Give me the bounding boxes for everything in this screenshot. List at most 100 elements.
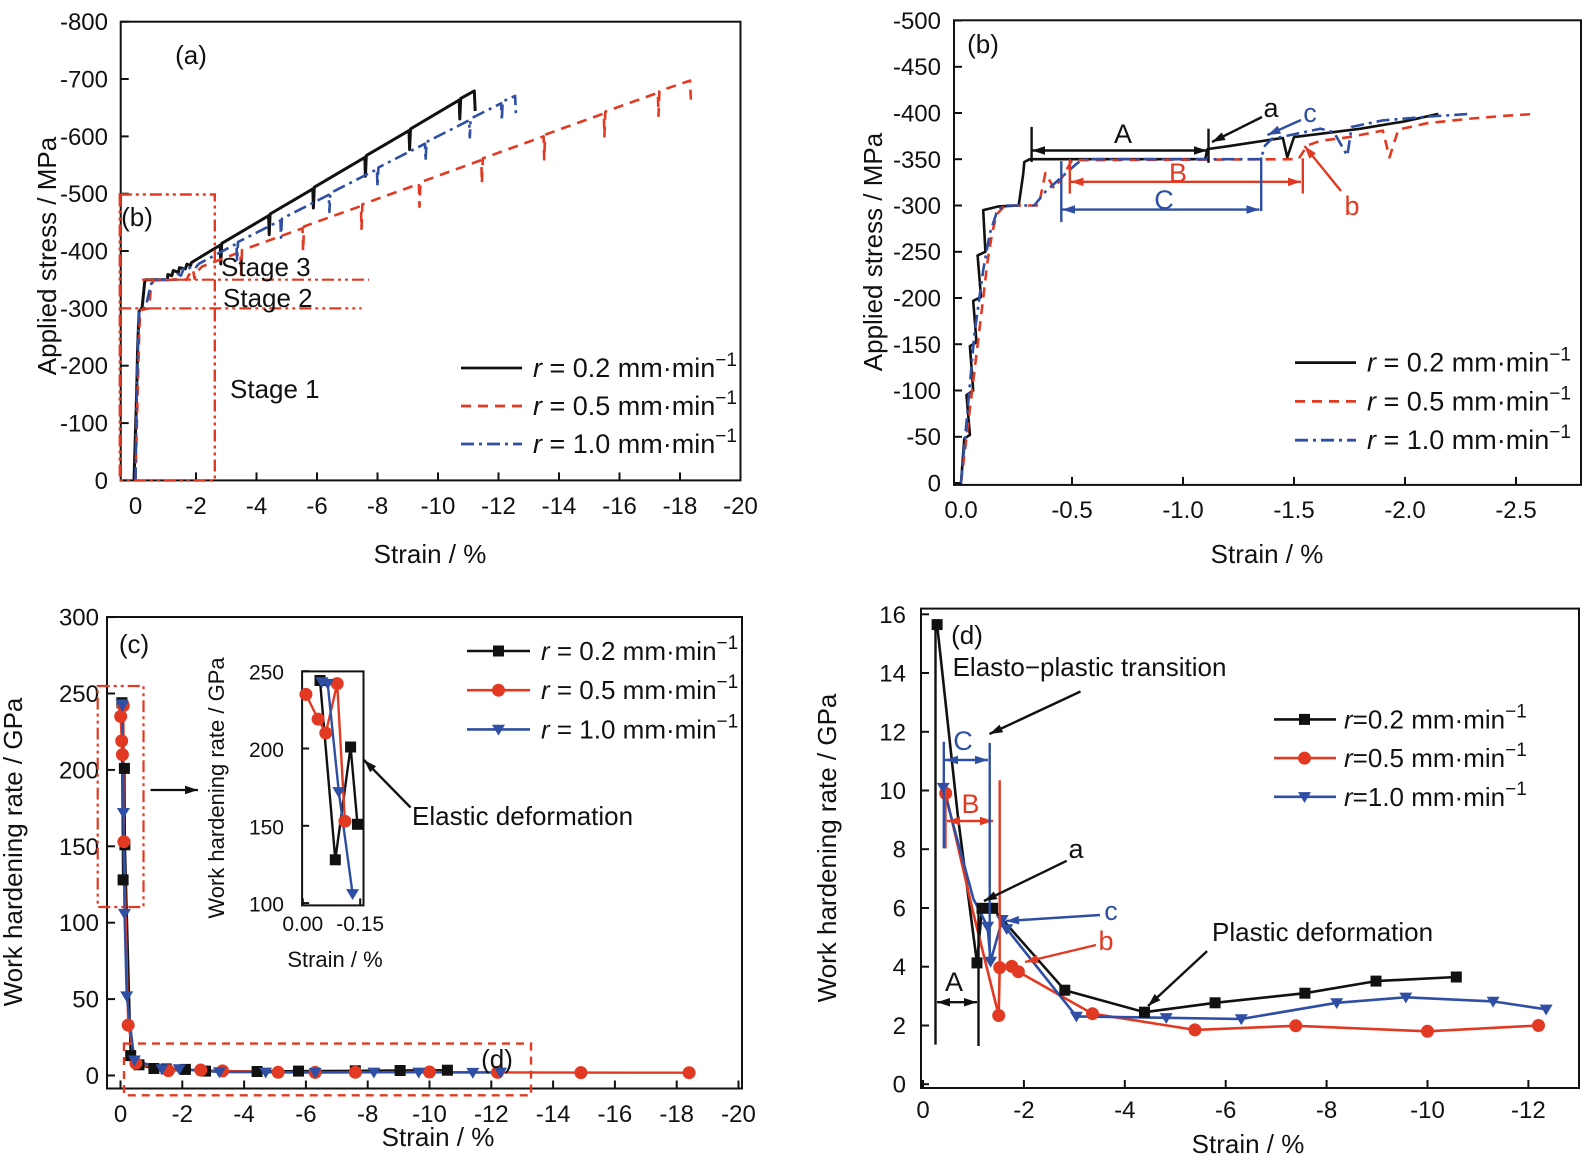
svg-text:100: 100 — [249, 894, 284, 917]
svg-text:r = 0.5 mm·min−1: r = 0.5 mm·min−1 — [533, 388, 737, 421]
svg-text:100: 100 — [59, 910, 99, 937]
svg-text:-12: -12 — [1511, 1097, 1546, 1124]
svg-text:C: C — [953, 726, 973, 756]
svg-text:-50: -50 — [906, 424, 941, 451]
svg-text:Stage 2: Stage 2 — [223, 283, 313, 313]
svg-text:Plastic deformation: Plastic deformation — [1212, 917, 1433, 947]
svg-text:-2.0: -2.0 — [1384, 497, 1425, 524]
svg-text:r = 0.5 mm·min−1: r = 0.5 mm·min−1 — [1367, 383, 1571, 416]
svg-text:-2: -2 — [172, 1101, 193, 1128]
svg-text:-6: -6 — [306, 493, 327, 520]
svg-text:r = 0.2 mm·min−1: r = 0.2 mm·min−1 — [541, 633, 738, 666]
svg-text:-12: -12 — [474, 1101, 509, 1128]
svg-text:c: c — [1303, 98, 1317, 128]
svg-text:A: A — [1114, 119, 1132, 149]
svg-text:Strain / %: Strain / % — [1211, 539, 1324, 569]
svg-text:-0.15: -0.15 — [336, 913, 384, 936]
svg-text:Strain / %: Strain / % — [374, 539, 487, 569]
svg-text:8: 8 — [893, 837, 906, 864]
svg-text:-4: -4 — [233, 1101, 254, 1128]
svg-text:Elasto−plastic transition: Elasto−plastic transition — [953, 652, 1227, 682]
svg-text:-200: -200 — [60, 353, 108, 380]
svg-text:-2: -2 — [185, 493, 206, 520]
svg-text:b: b — [1098, 926, 1113, 956]
svg-text:-20: -20 — [721, 1101, 756, 1128]
svg-text:-6: -6 — [1215, 1097, 1236, 1124]
svg-text:-1.5: -1.5 — [1273, 497, 1314, 524]
svg-text:250: 250 — [249, 662, 284, 685]
svg-text:-400: -400 — [893, 101, 941, 128]
svg-text:-500: -500 — [893, 8, 941, 35]
svg-text:-0.5: -0.5 — [1051, 497, 1092, 524]
svg-text:-18: -18 — [659, 1101, 694, 1128]
svg-text:Work hardening rate / GPa: Work hardening rate / GPa — [812, 693, 842, 1002]
svg-text:250: 250 — [59, 681, 99, 708]
svg-text:-8: -8 — [1316, 1097, 1337, 1124]
svg-text:200: 200 — [59, 757, 99, 784]
svg-text:r = 1.0 mm·min−1: r = 1.0 mm·min−1 — [541, 711, 738, 744]
svg-text:-300: -300 — [893, 193, 941, 220]
svg-text:0: 0 — [928, 471, 941, 498]
svg-text:150: 150 — [59, 834, 99, 861]
svg-text:r=0.2 mm·min−1: r=0.2 mm·min−1 — [1344, 701, 1527, 734]
svg-text:-14: -14 — [536, 1101, 571, 1128]
svg-text:c: c — [1104, 896, 1118, 926]
svg-text:C: C — [1154, 185, 1174, 215]
svg-text:r = 0.5 mm·min−1: r = 0.5 mm·min−1 — [541, 672, 738, 705]
svg-text:-16: -16 — [598, 1101, 633, 1128]
svg-text:-12: -12 — [481, 493, 516, 520]
svg-text:0: 0 — [129, 493, 142, 520]
svg-text:(d): (d) — [481, 1044, 513, 1074]
svg-text:-600: -600 — [60, 124, 108, 151]
svg-text:-100: -100 — [60, 411, 108, 438]
svg-text:a: a — [1068, 834, 1084, 864]
svg-text:Work hardening rate / GPa: Work hardening rate / GPa — [0, 697, 28, 1006]
svg-text:-800: -800 — [60, 9, 108, 36]
svg-text:-8: -8 — [357, 1101, 378, 1128]
svg-text:200: 200 — [249, 739, 284, 762]
svg-text:-300: -300 — [60, 296, 108, 323]
svg-text:(c): (c) — [119, 629, 149, 659]
svg-text:r = 1.0 mm·min−1: r = 1.0 mm·min−1 — [1367, 422, 1571, 455]
svg-text:-4: -4 — [1114, 1097, 1135, 1124]
svg-text:4: 4 — [893, 954, 906, 981]
svg-text:-250: -250 — [893, 239, 941, 266]
svg-text:Strain / %: Strain / % — [287, 947, 382, 972]
svg-text:Stage 1: Stage 1 — [230, 374, 320, 404]
svg-text:A: A — [945, 967, 963, 997]
svg-text:0: 0 — [95, 468, 108, 495]
svg-text:-200: -200 — [893, 286, 941, 313]
svg-text:Elastic deformation: Elastic deformation — [412, 801, 633, 831]
svg-text:0.0: 0.0 — [944, 497, 977, 524]
svg-text:-700: -700 — [60, 67, 108, 94]
svg-text:-100: -100 — [893, 378, 941, 405]
svg-text:-350: -350 — [893, 147, 941, 174]
svg-text:-18: -18 — [663, 493, 698, 520]
svg-text:-450: -450 — [893, 54, 941, 81]
svg-text:-150: -150 — [893, 332, 941, 359]
svg-text:b: b — [1344, 191, 1359, 221]
svg-text:2: 2 — [893, 1013, 906, 1040]
svg-text:Strain / %: Strain / % — [1192, 1129, 1305, 1159]
svg-text:Applied stress / MPa: Applied stress / MPa — [858, 132, 888, 371]
svg-text:-1.0: -1.0 — [1162, 497, 1203, 524]
svg-text:B: B — [1169, 158, 1187, 188]
svg-text:-10: -10 — [412, 1101, 447, 1128]
svg-text:-6: -6 — [295, 1101, 316, 1128]
svg-text:-400: -400 — [60, 239, 108, 266]
svg-text:-8: -8 — [367, 493, 388, 520]
svg-text:r = 0.2 mm·min−1: r = 0.2 mm·min−1 — [1367, 345, 1571, 378]
svg-text:12: 12 — [879, 719, 906, 746]
svg-text:0: 0 — [114, 1101, 127, 1128]
svg-text:-500: -500 — [60, 181, 108, 208]
svg-text:-2.5: -2.5 — [1495, 497, 1536, 524]
svg-text:(b): (b) — [121, 202, 153, 232]
svg-text:Stage 3: Stage 3 — [221, 252, 311, 282]
svg-text:150: 150 — [249, 816, 284, 839]
svg-text:Strain / %: Strain / % — [382, 1122, 495, 1152]
svg-text:-20: -20 — [723, 493, 758, 520]
svg-text:a: a — [1263, 93, 1279, 123]
svg-text:-4: -4 — [246, 493, 267, 520]
svg-text:Work hardening rate / GPa: Work hardening rate / GPa — [204, 657, 229, 919]
svg-text:0.00: 0.00 — [282, 913, 323, 936]
